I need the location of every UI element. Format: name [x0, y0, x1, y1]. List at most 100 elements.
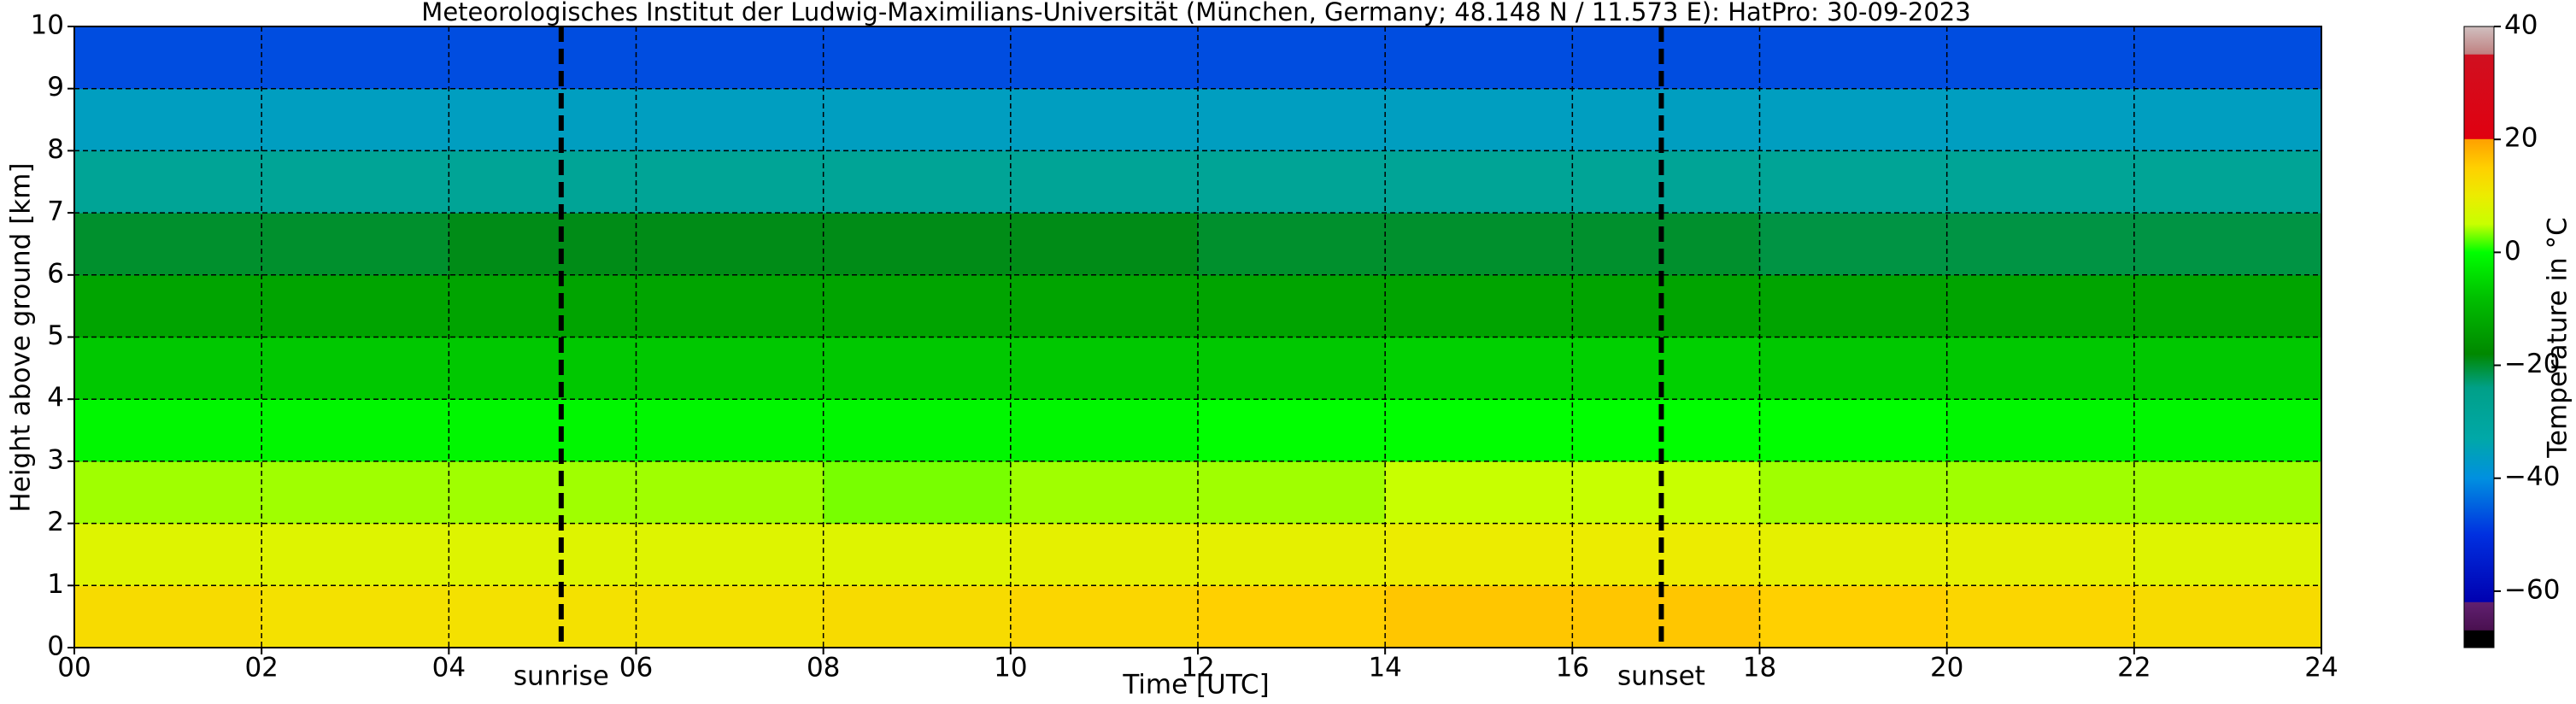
heatmap-cell: [449, 150, 637, 214]
heatmap-cell: [1572, 461, 1760, 525]
heatmap-cell: [636, 274, 824, 337]
x-tick-label: 08: [807, 653, 840, 683]
y-axis-label: Height above ground [km]: [6, 162, 37, 512]
plot-frame: [73, 26, 2322, 648]
y-tick-label: 3: [47, 444, 64, 475]
heatmap-cell: [1010, 461, 1199, 525]
heatmap-cell: [1010, 150, 1199, 214]
heatmap-cell: [1385, 88, 1573, 151]
heatmap-cell: [1572, 274, 1760, 337]
heatmap-cell: [2133, 461, 2322, 525]
x-tick-label: 06: [619, 653, 653, 683]
heatmap-cell: [1198, 337, 1386, 400]
y-tick-label: 8: [47, 134, 64, 165]
heatmap-cell: [1946, 26, 2135, 90]
heatmap-cell: [636, 337, 824, 400]
heatmap-cell: [2133, 523, 2322, 586]
heatmap-cell: [2133, 274, 2322, 337]
heatmap-cell: [74, 213, 262, 276]
heatmap-cell: [1010, 523, 1199, 586]
heatmap-cell: [261, 337, 449, 400]
heatmap-cell: [823, 461, 1012, 525]
x-tick-label: 00: [57, 653, 91, 683]
x-tick-label: 14: [1368, 653, 1401, 683]
heatmap-cell: [1946, 88, 2135, 151]
heatmap-cell: [74, 88, 262, 151]
heatmap-cell: [1385, 26, 1573, 90]
heatmap-cell: [449, 274, 637, 337]
heatmap-cell: [74, 274, 262, 337]
heatmap-cell: [1946, 399, 2135, 462]
x-tick-label: 12: [1181, 653, 1214, 683]
heatmap-cell: [449, 337, 637, 400]
heatmap-cell: [261, 213, 449, 276]
heatmap-cell: [1198, 150, 1386, 214]
heatmap-cell: [1198, 585, 1386, 648]
heatmap-cell: [449, 26, 637, 90]
x-tick-label: 02: [244, 653, 278, 683]
heatmap-cell: [1198, 26, 1386, 90]
heatmap-cell: [1198, 523, 1386, 586]
y-tick-label: 1: [47, 569, 64, 600]
heatmap-cell: [449, 585, 637, 648]
heatmap-cell: [1759, 523, 1948, 586]
y-tick-label: 0: [47, 631, 64, 662]
heatmap-cell: [1010, 399, 1199, 462]
heatmap-cell: [1946, 274, 2135, 337]
colorbar-tick-label: −20: [2504, 349, 2560, 379]
colorbar-tick-label: −60: [2504, 574, 2560, 605]
heatmap-cell: [2133, 585, 2322, 648]
heatmap-cell: [261, 88, 449, 151]
colorbar-tick-label: 20: [2504, 123, 2538, 154]
heatmap-cell: [823, 274, 1012, 337]
heatmap-cell: [261, 150, 449, 214]
x-tick-label: 18: [1743, 653, 1776, 683]
heatmap-cell: [261, 399, 449, 462]
heatmap-cell: [2133, 399, 2322, 462]
heatmap-cell: [636, 150, 824, 214]
x-tick-label: 20: [1930, 653, 1963, 683]
heatmap-cell: [636, 523, 824, 586]
y-tick-label: 10: [31, 10, 64, 41]
heatmap-cell: [1010, 274, 1199, 337]
colorbar-tick-label: −40: [2504, 461, 2560, 492]
heatmap-cell: [636, 585, 824, 648]
heatmap-cell: [1198, 213, 1386, 276]
heatmap-cell: [1572, 523, 1760, 586]
heatmap-cell: [1759, 461, 1948, 525]
colorbar: [2463, 26, 2495, 648]
heatmap-cell: [1385, 274, 1573, 337]
y-tick-label: 4: [47, 383, 64, 414]
heatmap-cell: [2133, 337, 2322, 400]
heatmap-cell: [1759, 150, 1948, 214]
heatmap-cell: [823, 585, 1012, 648]
heatmap-cell: [1572, 399, 1760, 462]
heatmap-cell: [74, 523, 262, 586]
heatmap-cell: [1946, 337, 2135, 400]
heatmap-cell: [1010, 88, 1199, 151]
heatmap-cell: [636, 461, 824, 525]
heatmap-cell: [823, 26, 1012, 90]
heatmap-cell: [1759, 399, 1948, 462]
heatmap-cell: [1385, 150, 1573, 214]
heatmap-cell: [1946, 150, 2135, 214]
heatmap-cell: [2133, 26, 2322, 90]
heatmap-cell: [449, 399, 637, 462]
heatmap-cell: [1198, 274, 1386, 337]
heatmap-cell: [2133, 150, 2322, 214]
heatmap-cell: [261, 26, 449, 90]
heatmap-cell: [1946, 461, 2135, 525]
heatmap-cell: [1946, 585, 2135, 648]
heatmap-cell: [1385, 337, 1573, 400]
heatmap-cell: [1759, 585, 1948, 648]
colorbar-tick-label: 40: [2504, 10, 2538, 41]
x-tick-label: 16: [1556, 653, 1589, 683]
heatmap-cell: [261, 274, 449, 337]
heatmap-cell: [1572, 585, 1760, 648]
heatmap-cell: [1385, 399, 1573, 462]
heatmap-cell: [74, 399, 262, 462]
heatmap-cell: [823, 337, 1012, 400]
y-tick-label: 6: [47, 258, 64, 289]
heatmap-cell: [1759, 88, 1948, 151]
